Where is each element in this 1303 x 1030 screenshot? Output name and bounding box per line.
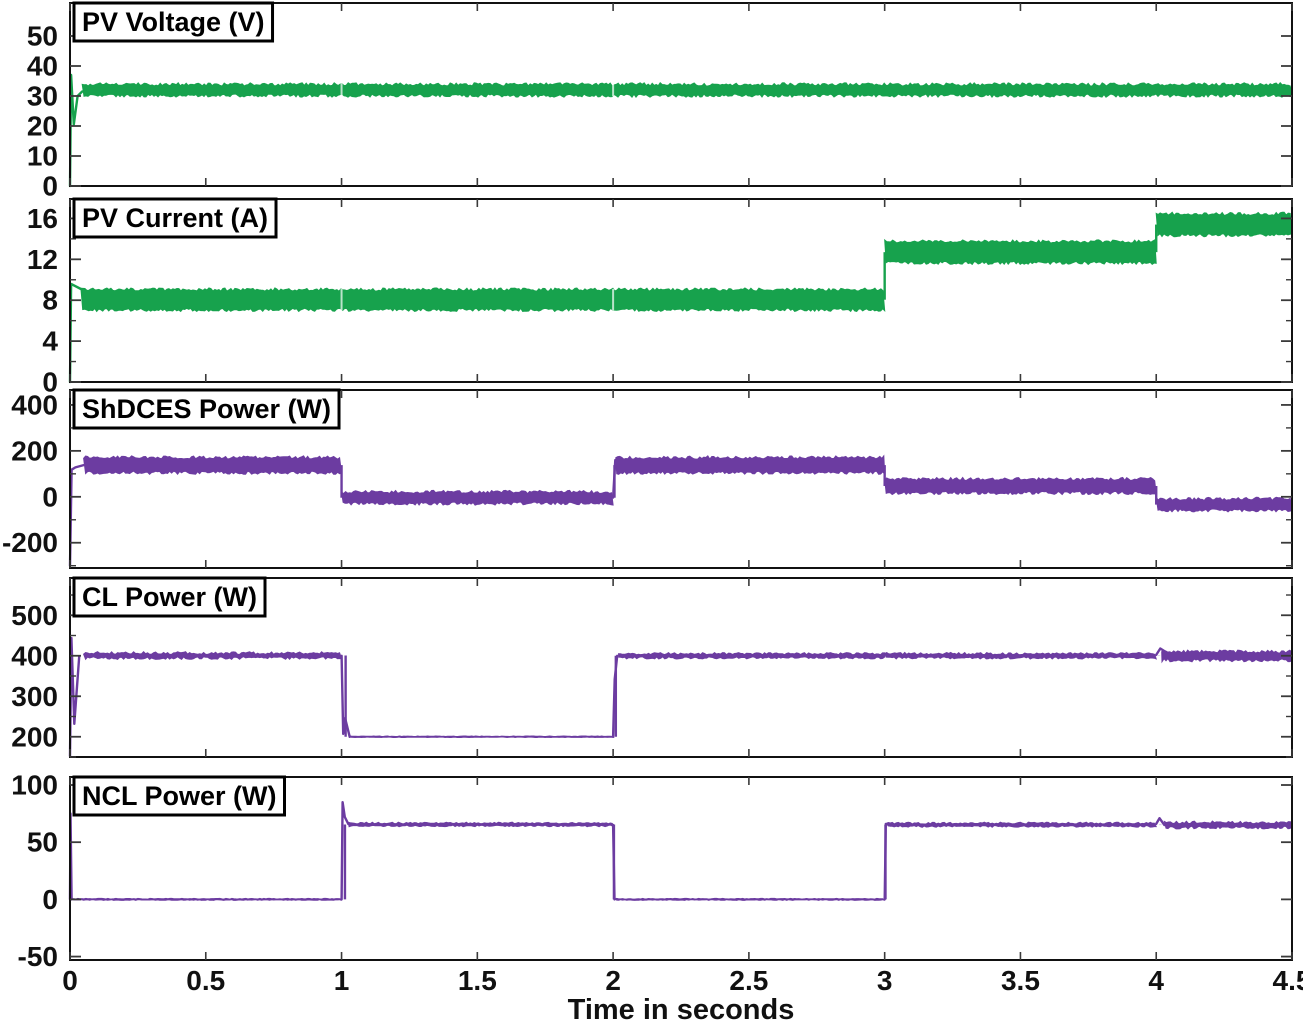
y-tick-label: 4 (42, 326, 58, 357)
trace-band (81, 82, 1293, 99)
panel-title-box (72, 1, 275, 43)
y-tick-label: 100 (11, 770, 58, 801)
x-tick-label: 0 (62, 965, 78, 996)
trace-band (884, 476, 1157, 496)
y-tick-label: 20 (27, 111, 58, 142)
panel-pv-current: 16 12 8 4 0 PV Current (A) (27, 197, 1293, 398)
y-tick-label: -200 (2, 527, 58, 558)
y-tick-label: 0 (42, 367, 58, 398)
panel-title: ShDCES Power (W) (82, 394, 331, 424)
trace-band (1163, 820, 1293, 830)
panel-title: NCL Power (W) (82, 781, 277, 811)
trace-band (83, 455, 343, 475)
y-tick-label: 500 (11, 600, 58, 631)
trace-transient (1155, 647, 1171, 657)
y-tick-label: 200 (11, 435, 58, 466)
x-tick-label: 2.5 (729, 965, 768, 996)
trace-transient (340, 654, 351, 738)
trace-band (615, 454, 886, 476)
y-tick-label: 8 (42, 285, 58, 316)
x-axis-title: Time in seconds (568, 994, 795, 1025)
trace-transient (340, 801, 350, 901)
panel-title-box (72, 197, 278, 239)
trace-transient (1155, 817, 1166, 827)
trace-band (617, 651, 886, 660)
y-tick-label: 0 (42, 481, 58, 512)
trace-band (1155, 496, 1293, 513)
trace-band (340, 489, 614, 506)
y-tick-label: 200 (11, 721, 58, 752)
y-tick-label: 400 (11, 389, 58, 420)
y-tick-label: -50 (18, 941, 58, 972)
trace-transient (68, 463, 85, 567)
x-tick-label: 3 (877, 965, 893, 996)
y-tick-label: 50 (27, 827, 58, 858)
trace-band (83, 650, 343, 661)
trace-transient (611, 823, 616, 901)
y-tick-label: 400 (11, 640, 58, 671)
x-axis-labels: 0 0.5 1 1.5 2 2.5 3 3.5 4 4.5 (62, 965, 1303, 996)
trace-band (884, 651, 1157, 660)
x-tick-label: 3.5 (1001, 965, 1040, 996)
y-tick-label: 30 (27, 81, 58, 112)
trace-band (70, 897, 342, 901)
axes-box (69, 2, 1293, 187)
trace-transient (68, 282, 83, 384)
trace-band (348, 735, 615, 739)
x-tick-label: 0.5 (186, 965, 225, 996)
trace-band (80, 287, 886, 313)
trace-band (1161, 649, 1293, 664)
panel-title-box (72, 388, 341, 430)
panel-title-box (72, 775, 286, 817)
y-tick-label: 0 (42, 884, 58, 915)
axes-box (69, 198, 1293, 383)
y-tick-label: 10 (27, 141, 58, 172)
panel-ncl-power: 100 50 0 -50 NCL Power (W) (11, 770, 1293, 972)
panel-shdces-power: 400 200 0 -200 ShDCES Power (W) (2, 388, 1293, 569)
axes-box (69, 776, 1293, 961)
y-tick-label: 16 (27, 203, 58, 234)
trace-transient (883, 822, 887, 901)
y-tick-label: 300 (11, 681, 58, 712)
axes-box (69, 389, 1293, 569)
x-tick-label: 4.5 (1273, 965, 1303, 996)
trace-band (884, 238, 1157, 266)
trace-transient (68, 73, 84, 188)
trace-band (347, 821, 614, 828)
panel-title-box (72, 576, 267, 618)
panel-title: PV Voltage (V) (82, 7, 265, 37)
axes-box (69, 577, 1293, 758)
trace-band (1155, 211, 1293, 238)
y-tick-label: 50 (27, 21, 58, 52)
trace-transient (611, 458, 623, 499)
y-tick-label: 12 (27, 244, 58, 275)
panel-cl-power: 500 400 300 200 CL Power (W) (11, 576, 1293, 758)
y-tick-label: 40 (27, 51, 58, 82)
trace-band (613, 897, 886, 901)
panel-title: PV Current (A) (82, 203, 268, 233)
trace-transient (611, 654, 619, 738)
trace-band (885, 821, 1158, 828)
x-tick-label: 1.5 (458, 965, 497, 996)
x-tick-label: 2 (605, 965, 621, 996)
y-tick-label: 0 (42, 171, 58, 202)
x-tick-label: 4 (1148, 965, 1164, 996)
x-tick-label: 1 (334, 965, 350, 996)
panel-title: CL Power (W) (82, 582, 257, 612)
